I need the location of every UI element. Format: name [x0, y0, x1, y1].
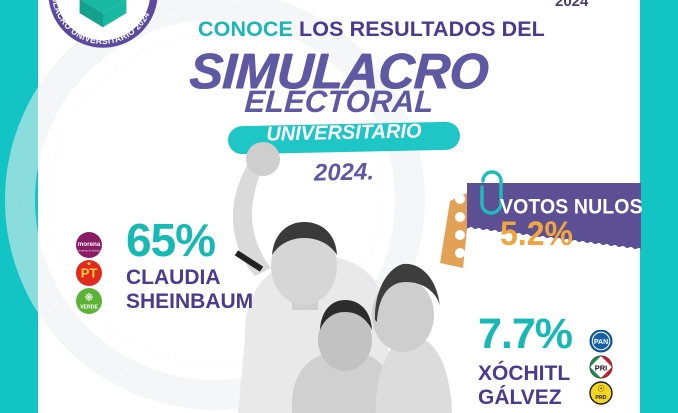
- svg-text:PRI: PRI: [595, 364, 608, 373]
- svg-text:☉: ☉: [597, 384, 605, 394]
- svg-text:PRD: PRD: [595, 395, 606, 401]
- svg-text:PT: PT: [81, 266, 98, 281]
- svg-text:VERDE: VERDE: [80, 305, 98, 311]
- svg-text:PAN: PAN: [594, 339, 608, 346]
- svg-text:movimiento de liberación: movimiento de liberación: [75, 249, 104, 253]
- svg-text:❋: ❋: [84, 292, 93, 304]
- svg-text:morena: morena: [78, 241, 101, 248]
